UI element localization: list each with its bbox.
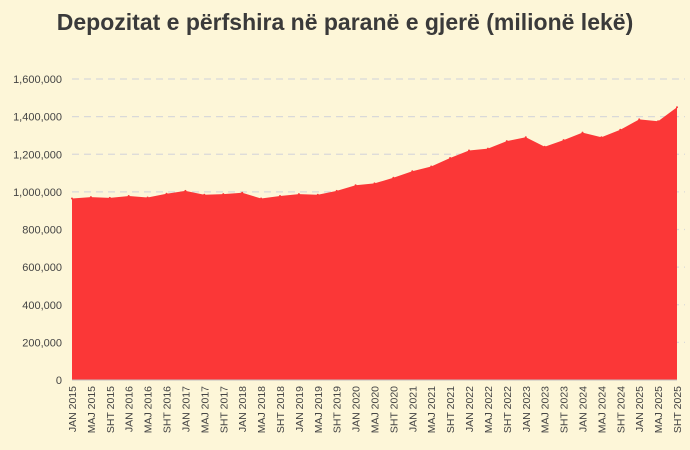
x-tick-label: SHT 2019 <box>332 386 344 433</box>
data-point <box>524 136 527 139</box>
data-point <box>222 193 225 196</box>
x-tick-label: SHT 2017 <box>218 386 230 433</box>
data-point <box>279 195 281 197</box>
data-point <box>562 139 565 142</box>
x-tick-label: SHT 2023 <box>559 386 571 433</box>
data-point <box>335 189 338 192</box>
x-tick-label: SHT 2021 <box>445 386 457 433</box>
data-point <box>486 147 489 150</box>
x-tick-label: MAJ 2019 <box>313 386 325 433</box>
data-point <box>89 196 92 199</box>
x-tick-label: JAN 2016 <box>124 386 136 432</box>
x-tick-label: MAJ 2023 <box>540 386 552 433</box>
data-point <box>127 195 130 197</box>
x-tick-label: JAN 2023 <box>521 386 533 432</box>
y-tick-label: 0 <box>56 375 62 387</box>
x-tick-label: MAJ 2025 <box>653 386 665 433</box>
data-point <box>581 131 584 134</box>
x-tick-label: SHT 2022 <box>502 386 514 433</box>
data-point <box>184 189 187 192</box>
x-tick-label: MAJ 2017 <box>199 386 211 433</box>
data-point <box>392 176 395 179</box>
data-point <box>468 149 470 152</box>
x-tick-label: JAN 2025 <box>634 386 646 432</box>
x-tick-label: JAN 2017 <box>180 386 192 432</box>
data-point <box>108 196 111 199</box>
data-point <box>600 136 603 139</box>
x-tick-label: SHT 2020 <box>388 386 400 433</box>
x-tick-label: JAN 2021 <box>407 386 419 432</box>
y-tick-label: 1,200,000 <box>13 149 62 161</box>
data-point <box>373 182 376 185</box>
x-tick-label: MAJ 2018 <box>256 386 268 433</box>
data-point <box>203 193 206 196</box>
area-series <box>72 107 677 380</box>
y-tick-label: 600,000 <box>22 262 62 274</box>
x-tick-label: JAN 2024 <box>577 386 589 432</box>
data-point <box>411 170 414 173</box>
data-point <box>638 118 641 121</box>
data-point <box>449 157 452 159</box>
chart-title: Depozitat e përfshira në paranë e gjerë … <box>56 9 634 35</box>
x-tick-label: JAN 2022 <box>464 386 476 432</box>
x-tick-label: JAN 2015 <box>67 386 79 432</box>
y-tick-label: 1,400,000 <box>13 112 62 124</box>
data-point <box>241 191 244 194</box>
x-tick-label: MAJ 2021 <box>426 386 438 433</box>
data-point <box>146 196 149 199</box>
x-tick-label: SHT 2016 <box>162 386 174 433</box>
y-tick-label: 1,600,000 <box>13 74 62 86</box>
y-tick-label: 800,000 <box>22 225 62 237</box>
data-point <box>316 193 319 196</box>
data-point <box>505 140 508 143</box>
data-point <box>260 197 263 200</box>
data-point <box>71 197 73 200</box>
x-tick-label: MAJ 2020 <box>370 386 382 433</box>
y-tick-label: 400,000 <box>22 300 62 312</box>
data-point <box>297 193 300 196</box>
x-tick-label: MAJ 2024 <box>596 386 608 433</box>
x-tick-label: MAJ 2015 <box>86 386 98 433</box>
y-tick-label: 200,000 <box>22 337 62 349</box>
data-point <box>543 145 546 148</box>
data-point <box>657 120 660 123</box>
x-tick-label: SHT 2024 <box>615 386 627 433</box>
x-tick-label: JAN 2020 <box>351 386 363 432</box>
x-tick-label: SHT 2015 <box>105 386 117 433</box>
y-tick-label: 1,000,000 <box>13 187 62 199</box>
x-tick-label: MAJ 2016 <box>143 386 155 433</box>
data-point <box>165 192 168 195</box>
x-tick-label: MAJ 2022 <box>483 386 495 433</box>
x-tick-label: SHT 2025 <box>672 386 684 433</box>
data-point <box>430 165 433 168</box>
x-tick-label: JAN 2019 <box>294 386 306 432</box>
x-tick-label: JAN 2018 <box>237 386 249 432</box>
data-point <box>619 128 622 131</box>
data-point <box>676 106 678 109</box>
data-point <box>354 184 357 187</box>
x-tick-label: SHT 2018 <box>275 386 287 433</box>
